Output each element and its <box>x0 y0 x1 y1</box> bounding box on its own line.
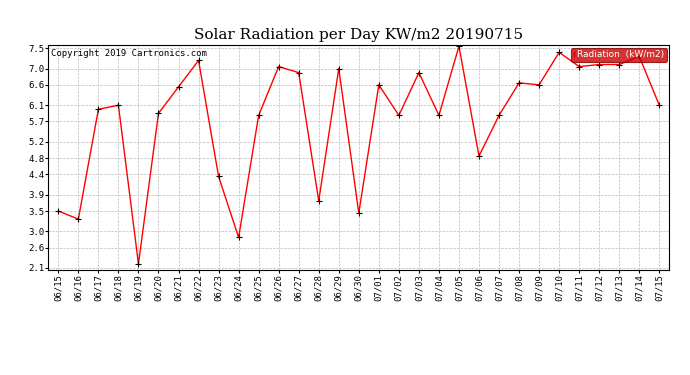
Text: Copyright 2019 Cartronics.com: Copyright 2019 Cartronics.com <box>51 50 207 58</box>
Legend: Radiation  (kW/m2): Radiation (kW/m2) <box>571 48 667 62</box>
Title: Solar Radiation per Day KW/m2 20190715: Solar Radiation per Day KW/m2 20190715 <box>195 28 523 42</box>
